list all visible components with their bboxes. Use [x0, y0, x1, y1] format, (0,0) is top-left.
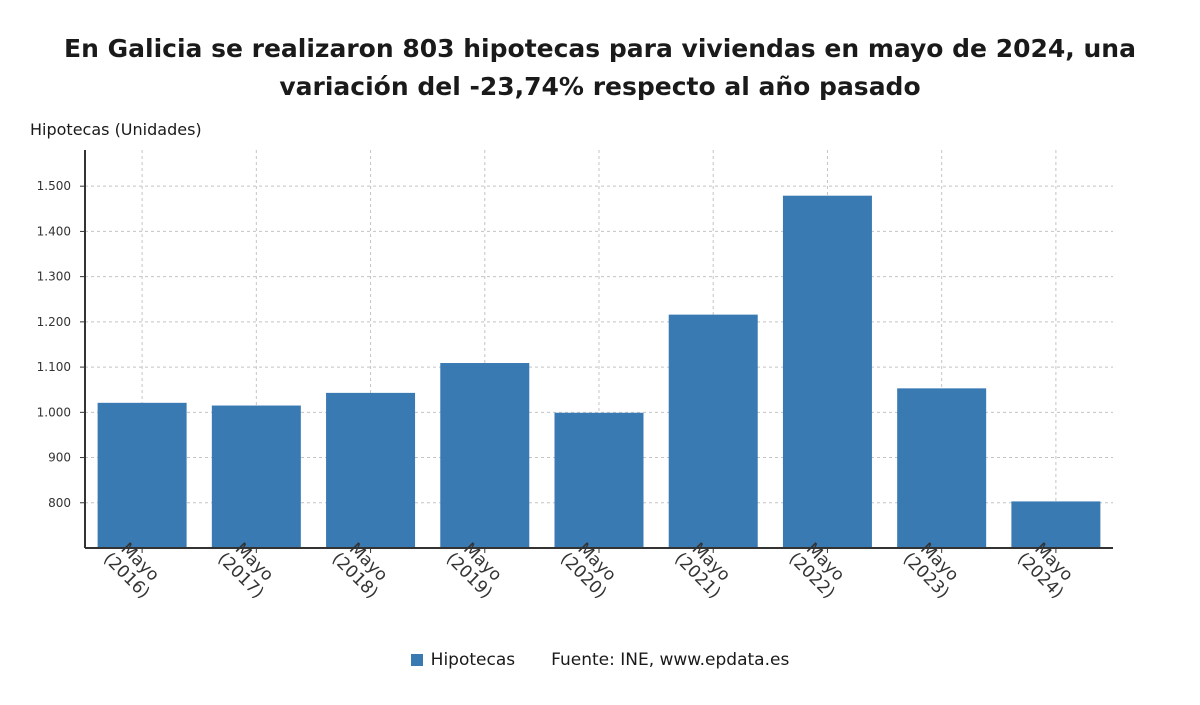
y-axis-label: Hipotecas (Unidades) — [30, 120, 202, 139]
bar — [211, 405, 301, 548]
y-tick-labels: 800 900 1.000 1.100 1.200 1.300 1.400 1.500 — [37, 179, 71, 510]
y-tick-label: 1.500 — [37, 179, 71, 193]
bar — [97, 402, 187, 548]
bar — [440, 363, 530, 548]
bar — [554, 412, 644, 548]
bars — [97, 195, 1101, 548]
legend: Hipotecas Fuente: INE, www.epdata.es — [0, 650, 1200, 670]
bar — [668, 314, 758, 548]
bar — [897, 388, 987, 548]
bar — [782, 195, 872, 548]
source-note: Fuente: INE, www.epdata.es — [551, 650, 790, 670]
y-tick-label: 900 — [48, 451, 71, 465]
y-tick-label: 1.100 — [37, 360, 71, 374]
y-tick-label: 800 — [48, 496, 71, 510]
legend-swatch — [410, 654, 423, 666]
y-tick-label: 1.200 — [37, 315, 71, 329]
legend-series-name: Hipotecas — [430, 650, 516, 670]
bar — [326, 392, 416, 548]
x-tick-labels: Mayo(2016) Mayo(2017) Mayo(2018) Mayo(2019)… — [99, 539, 1076, 603]
bar — [1011, 501, 1101, 548]
y-tick-label: 1.400 — [37, 224, 71, 238]
axes — [80, 150, 1113, 553]
y-tick-label: 1.000 — [37, 405, 71, 419]
y-tick-label: 1.300 — [37, 270, 71, 284]
chart-title: En Galicia se realizaron 803 hipotecas p… — [64, 34, 1136, 101]
